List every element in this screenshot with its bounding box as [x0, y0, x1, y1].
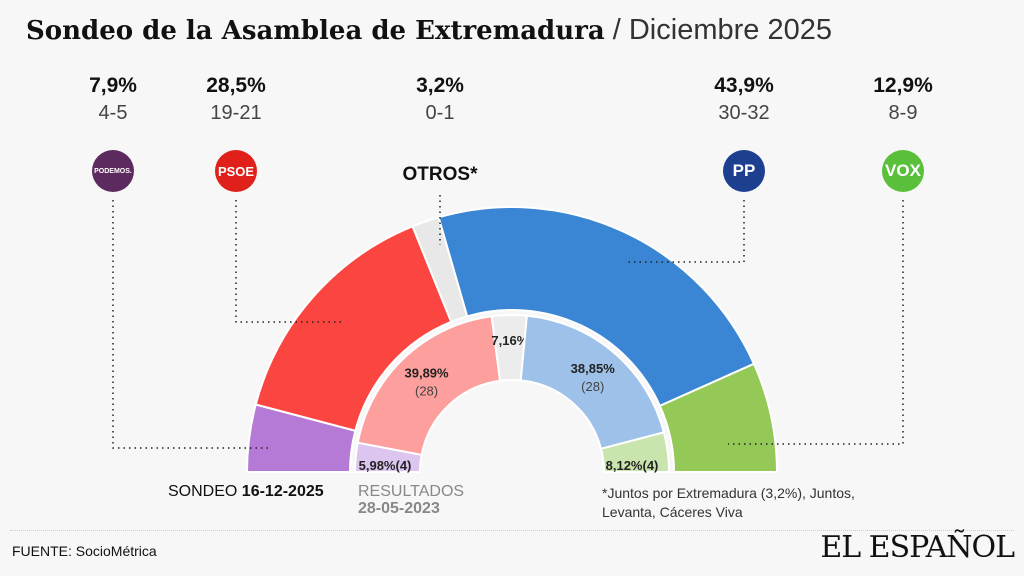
party-logo-icon: OTROS*: [402, 164, 478, 185]
title-main: Sondeo de la Asamblea de Extremadura: [26, 16, 605, 46]
legend-sondeo-prefix: SONDEO: [168, 483, 242, 500]
inner-slice-seats: (28): [581, 379, 604, 394]
legend-resultados-date: 28-05-2023: [358, 500, 440, 517]
party-header: 43,9% 30-32: [684, 0, 804, 125]
inner-slice-label: 7,16%: [491, 333, 528, 348]
party-logo-icon: VOX: [882, 150, 924, 192]
party-pct: 12,9%: [873, 74, 933, 97]
leader-line: [625, 200, 745, 263]
footnote: *Juntos por Extremadura (3,2%), Juntos, …: [602, 485, 855, 520]
party-seats: 8-9: [888, 102, 918, 124]
divider: [10, 530, 1014, 531]
outer-slice-vox: [658, 362, 779, 473]
leader-line: [235, 200, 345, 323]
party-logo-icon: PODEMOS.: [92, 150, 134, 192]
party-seats: 0-1: [425, 102, 455, 124]
party-pct: 7,9%: [89, 74, 137, 97]
party-header: 7,9% 4-5: [53, 0, 173, 125]
source: FUENTE: SocioMétrica: [12, 543, 157, 559]
party-pct: 43,9%: [714, 74, 774, 97]
party-seats: 4-5: [98, 102, 128, 124]
party-header: 3,2% 0-1: [380, 0, 500, 125]
party-logo-icon: PP: [723, 150, 765, 192]
legend-sondeo-date: 16-12-2025: [241, 483, 324, 500]
legend-resultados-label: RESULTADOS: [358, 483, 465, 500]
party-header: 12,9% 8-9: [843, 0, 963, 125]
party-logo-icon: PSOE: [215, 150, 257, 192]
title-date: Diciembre 2025: [628, 14, 832, 46]
party-header: 28,5% 19-21: [176, 0, 296, 125]
party-seats: 30-32: [718, 102, 770, 124]
chart-title: Sondeo de la Asamblea de Extremadura / D…: [26, 14, 832, 47]
inner-slice-label: 39,89%: [405, 365, 450, 380]
legend-sondeo: SONDEO 16-12-2025: [168, 483, 324, 501]
party-pct: 28,5%: [206, 74, 266, 97]
inner-slice-label: 8,12%(4): [606, 458, 659, 473]
party-pct: 3,2%: [416, 74, 464, 97]
brand-logo: EL ESPAÑOL: [820, 530, 1015, 565]
inner-slice-vox: [599, 431, 671, 473]
party-seats: 19-21: [210, 102, 262, 124]
outer-slice-pp: [437, 206, 756, 408]
legend-resultados: RESULTADOS 28-05-2023: [358, 483, 464, 517]
title-separator: /: [604, 14, 629, 46]
inner-slice-seats: (28): [415, 383, 438, 398]
leader-line: [112, 200, 270, 449]
inner-slice-label: 38,85%: [571, 361, 616, 376]
inner-slice-label: 5,98%(4): [359, 458, 412, 473]
